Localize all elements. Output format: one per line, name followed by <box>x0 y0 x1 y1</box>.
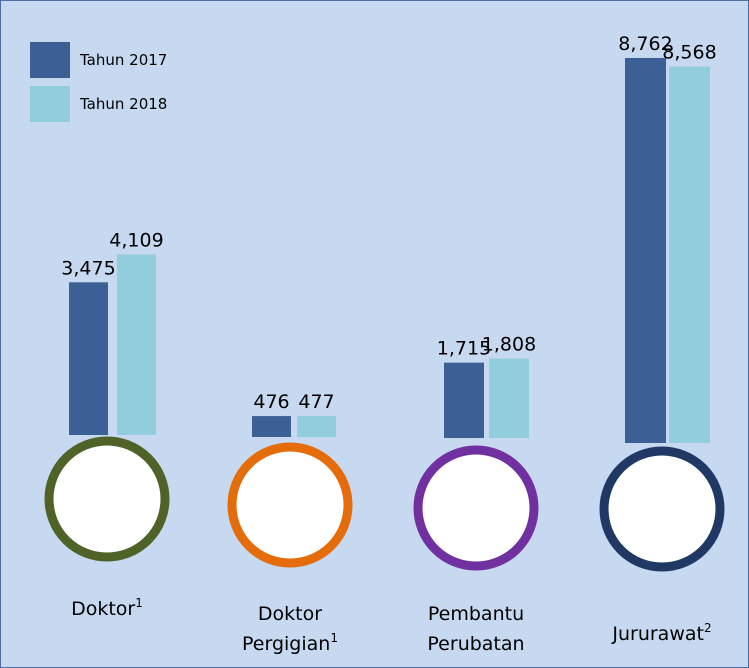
bar <box>297 416 336 437</box>
bar <box>252 416 291 437</box>
legend-swatch <box>30 42 70 78</box>
icon-ring <box>44 436 170 562</box>
category-line: Pergigian <box>242 633 330 655</box>
icon-ring <box>413 445 539 571</box>
bar <box>69 282 108 435</box>
category-line: Doktor <box>71 598 135 620</box>
value-label: 8,762 <box>618 33 672 55</box>
footnote-mark: 2 <box>704 621 712 635</box>
value-label: 4,109 <box>109 229 163 251</box>
category-label: Jururawat2 <box>611 621 711 645</box>
value-label: 476 <box>253 391 289 413</box>
footnote-mark: 1 <box>330 631 338 645</box>
bar <box>625 58 666 443</box>
category-label: Pembantu Perubatan <box>427 603 524 655</box>
category-label: Doktor Pergigian1 <box>242 603 338 655</box>
value-label: 8,568 <box>662 42 716 64</box>
bar <box>444 362 484 438</box>
category-label: Doktor1 <box>71 596 143 620</box>
category-line: Pembantu <box>428 603 524 625</box>
legend-label: Tahun 2018 <box>79 95 167 113</box>
value-label: 1,808 <box>482 334 536 356</box>
legend-swatch <box>30 86 70 122</box>
icon-ring <box>227 442 353 568</box>
bar <box>669 66 710 444</box>
category-line: Jururawat <box>611 623 704 645</box>
value-label: 3,475 <box>61 257 115 279</box>
bar <box>489 358 529 438</box>
category-line: Doktor <box>258 603 322 625</box>
category-line: Perubatan <box>427 633 524 655</box>
value-label: 1,715 <box>437 338 491 360</box>
legend-label: Tahun 2017 <box>79 51 167 69</box>
icon-ring <box>599 446 725 572</box>
footnote-mark: 1 <box>135 596 143 610</box>
value-label: 477 <box>298 391 334 413</box>
bar <box>117 254 156 435</box>
